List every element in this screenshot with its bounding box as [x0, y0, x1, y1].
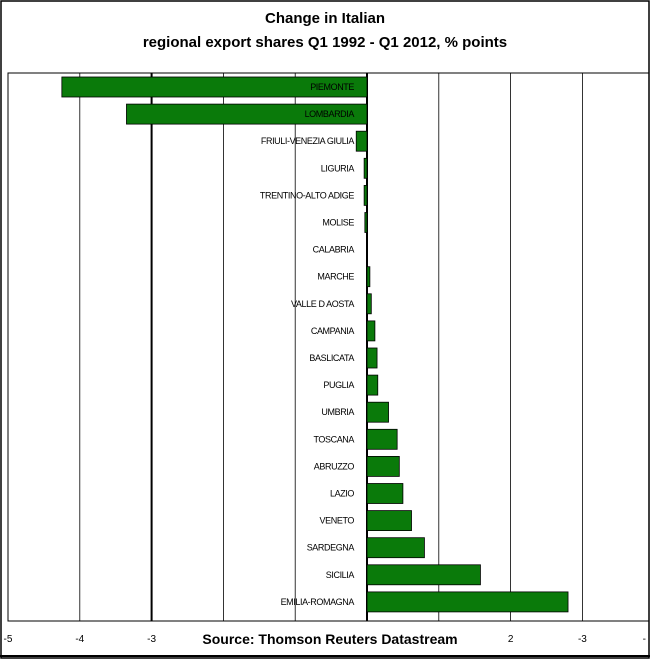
tick-label: -3: [578, 634, 587, 645]
category-label: EMILIA-ROMAGNA: [281, 597, 355, 607]
bar-campania: [366, 320, 376, 342]
category-label: PUGLIA: [323, 380, 354, 390]
category-label: VALLE D AOSTA: [291, 299, 354, 309]
bar-trentino-alto-adige: [363, 184, 368, 206]
plot-border: [7, 72, 650, 622]
category-label: TOSCANA: [313, 434, 354, 444]
bar-toscana: [366, 428, 398, 450]
bar-puglia: [366, 374, 379, 396]
category-label: CAMPANIA: [311, 326, 355, 336]
tick-label: -5: [4, 634, 13, 645]
category-label: VENETO: [320, 516, 355, 526]
bar-sicilia: [366, 564, 481, 586]
bar-marche: [366, 266, 371, 288]
tick-labels: -5 -4 -3 2 -3 -: [4, 634, 646, 645]
category-labels: PIEMONTE LOMBARDIA FRIULI-VENEZIA GIULIA LI…: [260, 82, 355, 607]
category-label: SARDEGNA: [307, 543, 355, 553]
bar-lombardia: [126, 103, 368, 125]
bar-veneto: [366, 510, 412, 532]
bar-abruzzo: [366, 455, 400, 477]
bar-emilia-romagna: [366, 591, 569, 613]
category-label: PIEMONTE: [310, 82, 354, 92]
bar-friuli-venezia-giulia: [355, 130, 368, 152]
source-note: Source: Thomson Reuters Datastream: [202, 631, 457, 647]
category-label: ABRUZZO: [314, 461, 355, 471]
category-label: TRENTINO-ALTO ADIGE: [260, 190, 354, 200]
bars: [61, 76, 569, 613]
chart-subtitle: regional export shares Q1 1992 - Q1 2012…: [143, 34, 507, 51]
bar-baslicata: [366, 347, 378, 369]
category-label: FRIULI-VENEZIA GIULIA: [261, 136, 355, 146]
category-label: LIGURIA: [321, 163, 355, 173]
category-label: LOMBARDIA: [305, 109, 355, 119]
category-label: MARCHE: [317, 272, 354, 282]
bar-valle-d-aosta: [366, 293, 372, 315]
bar-liguria: [363, 157, 368, 179]
bar-molise: [364, 212, 368, 233]
tick-label: -3: [147, 634, 156, 645]
tick-label: 2: [508, 634, 514, 645]
bar-umbria: [366, 401, 389, 423]
category-label: CALABRIA: [313, 245, 355, 255]
category-label: BASLICATA: [309, 353, 354, 363]
bar-lazio: [366, 483, 404, 504]
category-label: LAZIO: [330, 489, 354, 499]
category-label: MOLISE: [322, 218, 354, 228]
bar-sardegna: [366, 537, 425, 559]
bar-piemonte: [61, 76, 368, 98]
category-label: UMBRIA: [321, 407, 354, 417]
tick-label: -4: [75, 634, 84, 645]
tick-label: -: [643, 634, 646, 645]
chart-title: Change in Italian: [265, 10, 385, 27]
category-label: SICILIA: [326, 570, 355, 580]
